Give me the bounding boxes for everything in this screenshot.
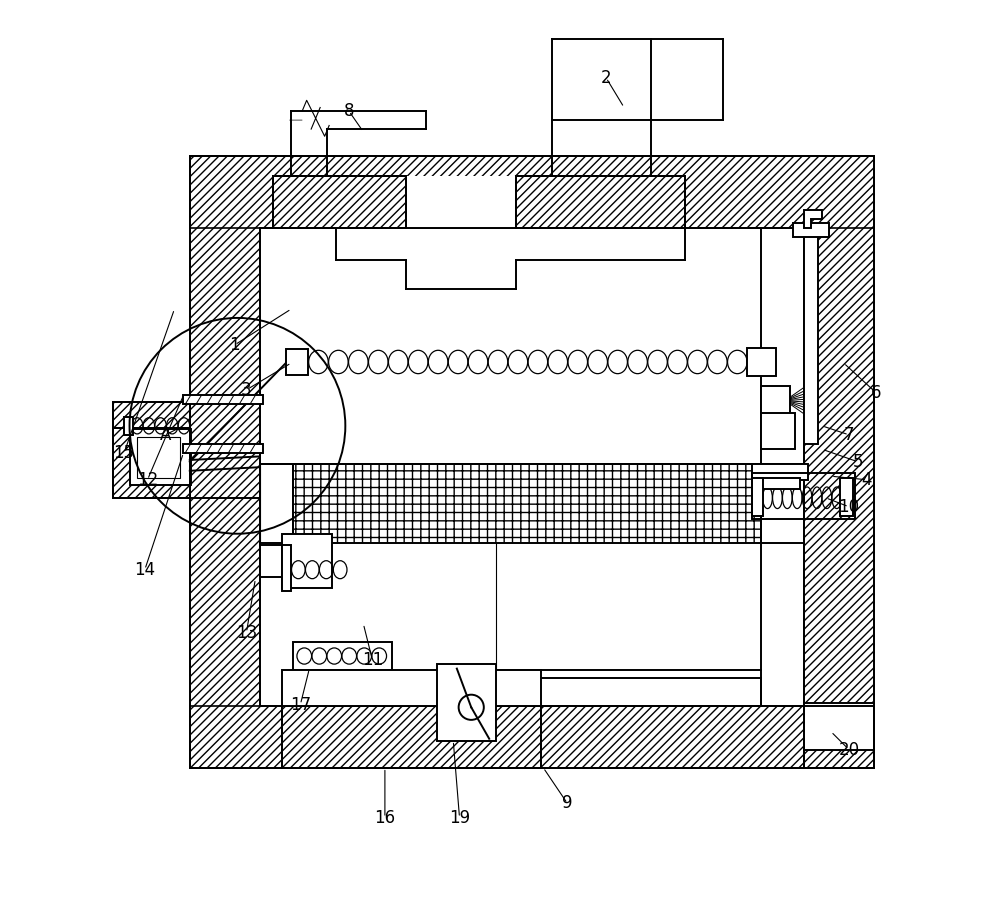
Bar: [282, 545, 291, 592]
Bar: [293, 464, 761, 543]
Bar: [273, 176, 406, 228]
Bar: [137, 437, 180, 478]
Bar: [406, 176, 516, 228]
Bar: [804, 706, 874, 768]
Text: 14: 14: [134, 561, 155, 579]
Bar: [282, 670, 541, 706]
Text: 15: 15: [114, 444, 135, 462]
Text: 11: 11: [362, 650, 383, 668]
Bar: [752, 478, 763, 516]
Bar: [130, 429, 191, 485]
Bar: [293, 641, 392, 670]
Bar: [752, 464, 808, 480]
Text: A: A: [160, 426, 171, 444]
Bar: [273, 176, 406, 228]
Bar: [190, 706, 874, 768]
Bar: [840, 478, 853, 516]
Bar: [113, 402, 190, 428]
Text: 10: 10: [838, 498, 859, 516]
Bar: [804, 706, 874, 768]
Text: 1: 1: [229, 336, 240, 354]
Bar: [437, 664, 496, 741]
Bar: [282, 706, 541, 768]
Bar: [113, 402, 190, 428]
Text: 17: 17: [290, 695, 311, 713]
Bar: [761, 386, 790, 415]
Text: 7: 7: [844, 426, 854, 444]
Bar: [793, 223, 829, 237]
Text: 6: 6: [871, 383, 881, 401]
Bar: [190, 156, 874, 228]
Text: 16: 16: [374, 809, 395, 827]
Bar: [282, 534, 332, 588]
Text: 19: 19: [449, 809, 470, 827]
Bar: [183, 395, 263, 404]
Bar: [804, 703, 874, 750]
Bar: [761, 413, 795, 449]
Bar: [273, 176, 406, 228]
Text: 3: 3: [241, 381, 252, 399]
Bar: [282, 706, 541, 768]
Bar: [190, 156, 260, 768]
Bar: [773, 415, 793, 447]
Text: 13: 13: [236, 623, 257, 641]
Bar: [516, 176, 685, 228]
Polygon shape: [804, 210, 822, 228]
Text: 12: 12: [137, 471, 158, 489]
Bar: [286, 349, 308, 374]
Text: 8: 8: [344, 102, 354, 120]
Bar: [804, 156, 874, 768]
Bar: [804, 228, 818, 444]
Text: 9: 9: [562, 795, 573, 813]
Text: 5: 5: [853, 453, 863, 471]
Text: 2: 2: [601, 69, 611, 87]
Bar: [113, 428, 190, 498]
Bar: [516, 176, 685, 228]
Text: 4: 4: [862, 471, 872, 489]
Bar: [752, 473, 855, 520]
Text: 20: 20: [838, 741, 859, 759]
Bar: [757, 478, 800, 489]
Bar: [124, 417, 133, 435]
Circle shape: [459, 695, 484, 720]
Bar: [747, 347, 776, 376]
Bar: [183, 444, 263, 453]
Bar: [113, 428, 190, 498]
